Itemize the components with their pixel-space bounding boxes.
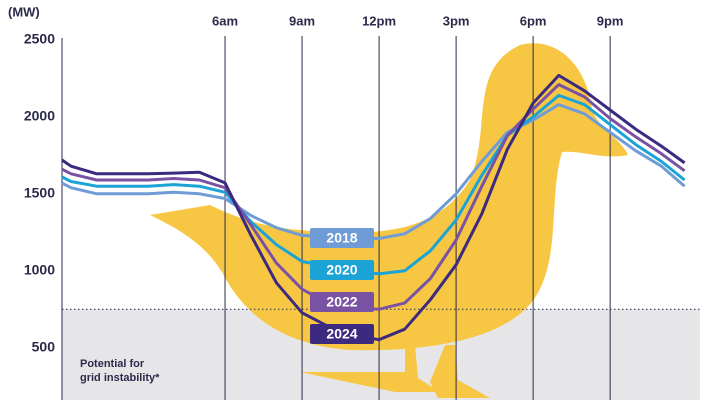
x-tick-label: 12pm: [362, 13, 396, 28]
x-tick-label: 6am: [212, 13, 238, 28]
series-label: 2022: [326, 294, 357, 310]
y-tick-label: 1000: [24, 261, 55, 277]
x-tick-label: 6pm: [520, 13, 547, 28]
series-label-box: [310, 228, 374, 248]
series-label: 2024: [326, 326, 357, 342]
series-label-box: [310, 324, 374, 344]
x-tick-label: 9pm: [597, 13, 624, 28]
y-axis-label: (MW): [8, 4, 40, 19]
y-tick-label: 500: [32, 338, 56, 354]
duck-illustration: [150, 43, 628, 398]
series-label-box: [310, 260, 374, 280]
y-tick-label: 1500: [24, 185, 55, 201]
annotation: Potential for grid instability*: [80, 358, 160, 384]
x-tick-label: 9am: [289, 13, 315, 28]
x-tick-label: 3pm: [443, 13, 470, 28]
series-label-box: [310, 292, 374, 312]
series-label: 2020: [326, 262, 357, 278]
series-label: 2018: [326, 230, 357, 246]
y-tick-label: 2000: [24, 108, 55, 124]
y-tick-label: 2500: [24, 31, 55, 47]
